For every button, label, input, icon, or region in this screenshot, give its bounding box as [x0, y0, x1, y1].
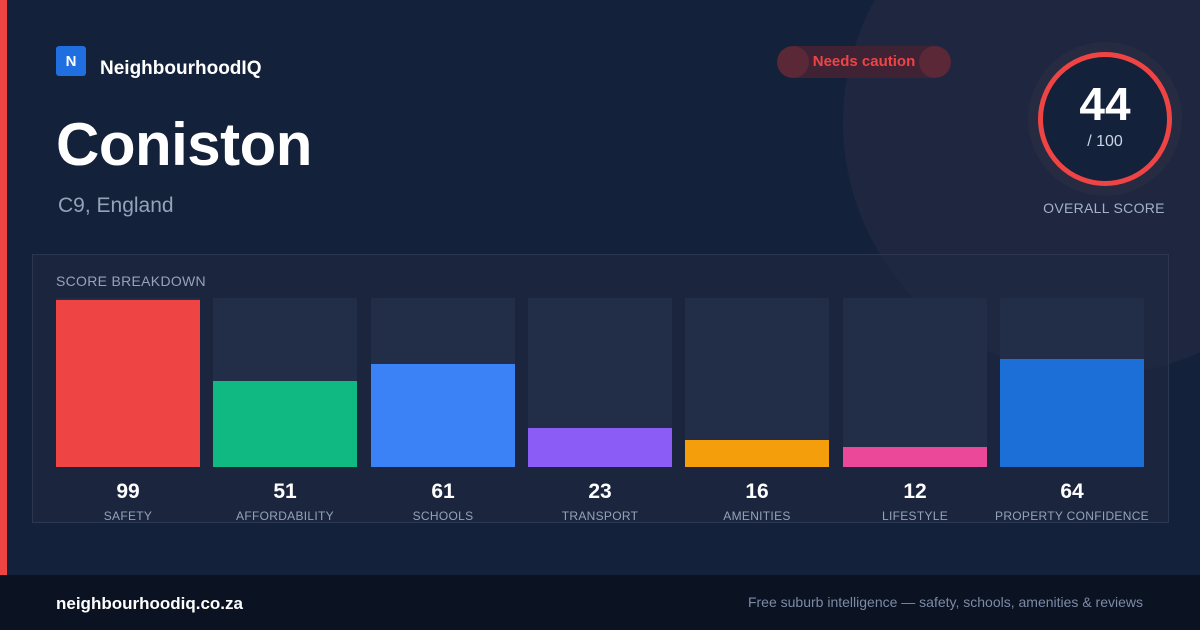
- footer-tagline: Free suburb intelligence — safety, schoo…: [747, 594, 1143, 610]
- badge-cap-left: [777, 46, 809, 78]
- status-badge: Needs caution: [777, 46, 951, 78]
- badge-cap-right: [919, 46, 951, 78]
- bar-label: SAFETY: [103, 509, 153, 523]
- bar-value: 23: [588, 480, 612, 503]
- bar-track: [843, 298, 987, 467]
- bar-fill: [685, 440, 829, 467]
- score-breakdown-title: SCORE BREAKDOWN: [56, 273, 206, 289]
- bar-fill: [528, 428, 672, 467]
- bar-label: AFFORDABILITY: [236, 509, 334, 523]
- footer-domain-link[interactable]: neighbourhoodiq.co.za: [56, 594, 243, 613]
- score-breakdown-panel: SCORE BREAKDOWN 99 SAFETY 51 AFFORDABILITY 6…: [32, 254, 1169, 523]
- bar-track: [213, 298, 357, 467]
- footer: neighbourhoodiq.co.za Free suburb intell…: [0, 575, 1200, 630]
- brand[interactable]: N NeighbourhoodIQ: [56, 46, 261, 79]
- bar-value: 64: [1060, 480, 1084, 503]
- bar-fill: [213, 381, 357, 467]
- bar-label: SCHOOLS: [412, 509, 474, 523]
- bar-fill: [1000, 359, 1144, 467]
- overall-score-value: 44: [1079, 78, 1131, 130]
- brand-name: NeighbourhoodIQ: [100, 58, 262, 79]
- overall-score-caption: OVERALL SCORE: [1043, 200, 1165, 216]
- share-card: N NeighbourhoodIQ Coniston C9, England N…: [0, 0, 1182, 575]
- bar-track: [685, 298, 829, 467]
- bar-fill: [371, 364, 515, 467]
- bar-value: 99: [116, 480, 140, 503]
- overall-score-ring: 44 / 100: [1028, 42, 1182, 196]
- overall-score-max: / 100: [1087, 133, 1123, 150]
- bar-value: 12: [903, 480, 927, 503]
- accent-bar: [0, 0, 7, 575]
- bar-label: PROPERTY CONFIDENCE: [995, 509, 1149, 523]
- bar-track: [1000, 298, 1144, 467]
- bar-value: 16: [745, 480, 769, 503]
- suburb-location: C9, England: [58, 194, 174, 217]
- suburb-title: Coniston: [56, 111, 312, 178]
- bar-track: [528, 298, 672, 467]
- status-badge-label: Needs caution: [812, 53, 916, 70]
- bar-value: 51: [273, 480, 297, 503]
- bar-label: TRANSPORT: [561, 509, 639, 523]
- brand-logo-icon: N: [56, 46, 86, 76]
- bar-value: 61: [431, 480, 455, 503]
- bar-fill: [843, 447, 987, 467]
- bar-track: [371, 298, 515, 467]
- bar-track: [56, 298, 200, 467]
- bar-label: AMENITIES: [723, 509, 791, 523]
- bar-label: LIFESTYLE: [881, 509, 949, 523]
- overall-score-circle: 44 / 100: [1038, 52, 1172, 186]
- bar-fill: [56, 300, 200, 467]
